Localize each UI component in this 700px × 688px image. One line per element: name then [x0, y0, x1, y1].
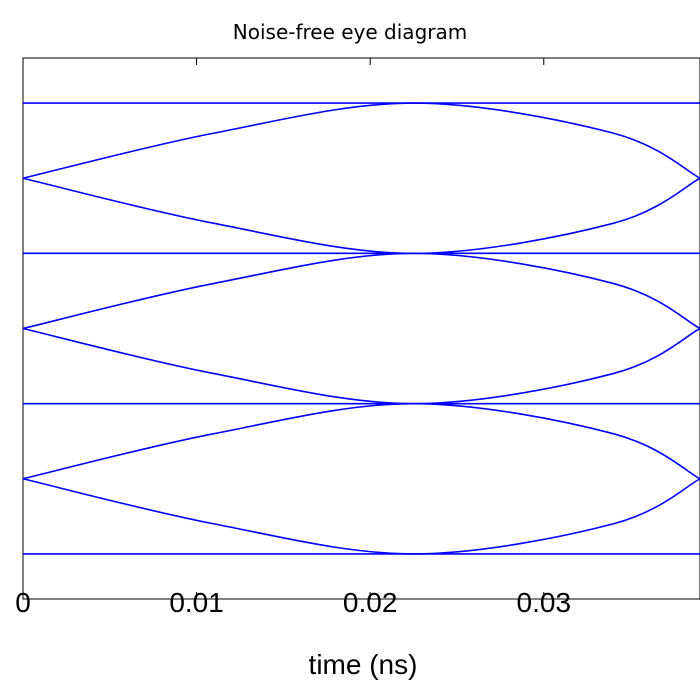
x-tick-label-3: 0.02 — [343, 587, 398, 618]
x-tick-label-1: 0 — [15, 587, 31, 618]
tick-label-group: 0 0.01 0.02 0.03 — [15, 587, 571, 618]
chart-title: Noise-free eye diagram — [232, 20, 468, 44]
tick-group — [22, 58, 545, 599]
plot-area-frame — [22, 57, 700, 600]
x-axis-label: time (ns) — [309, 649, 418, 680]
x-tick-label-2: 0.01 — [169, 587, 224, 618]
trace-group — [22, 102, 700, 555]
x-tick-label-4: 0.03 — [517, 587, 572, 618]
